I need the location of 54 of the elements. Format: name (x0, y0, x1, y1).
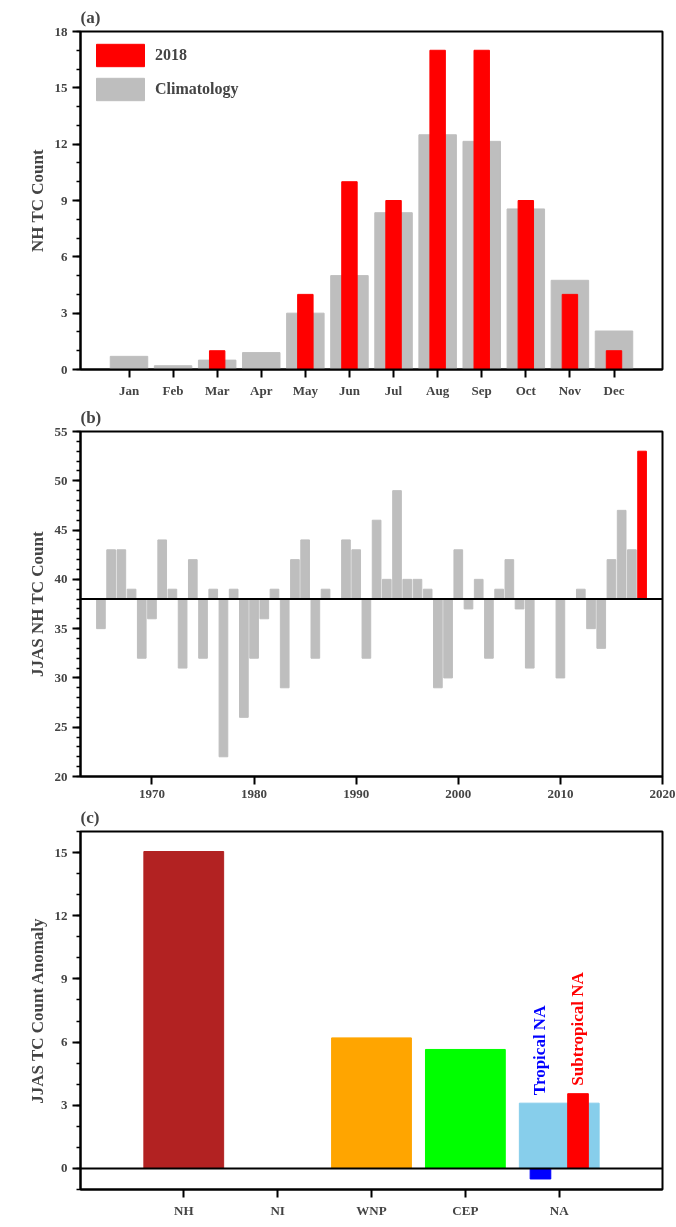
chart-title: (b) (80, 407, 102, 427)
y-tick-label: 15 (54, 844, 68, 860)
x-tick-label: Jun (338, 382, 361, 398)
y-tick-label: 6 (61, 248, 68, 264)
y-tick-label: 25 (54, 719, 68, 735)
x-tick-label: Apr (250, 382, 273, 398)
x-tick-label: NA (549, 1202, 570, 1218)
chart-title: (a) (80, 7, 101, 27)
chart-title: (c) (80, 807, 100, 827)
y-tick-label: 55 (54, 423, 68, 439)
y-tick-label: 45 (54, 522, 68, 538)
y-tick-label: 3 (61, 305, 68, 321)
y-tick-label: 9 (61, 970, 68, 986)
y-tick-label: 40 (54, 571, 68, 587)
x-tick-label: CEP (452, 1202, 479, 1218)
x-tick-label: Jan (118, 382, 140, 398)
x-tick-label: 1990 (343, 785, 370, 801)
y-tick-label: 30 (54, 669, 68, 685)
x-tick-label: Sep (471, 382, 492, 398)
x-tick-label: 2000 (445, 785, 472, 801)
y-tick-label: 18 (54, 23, 68, 39)
legend-label: Climatology (155, 80, 239, 98)
y-tick-label: 20 (54, 768, 68, 784)
x-tick-label: NI (270, 1202, 285, 1218)
x-tick-label: Mar (204, 382, 230, 398)
x-tick-label: 2020 (649, 785, 676, 801)
x-tick-label: Aug (426, 382, 450, 398)
y-tick-label: 50 (54, 472, 68, 488)
legend-label: 2018 (155, 46, 187, 64)
y-tick-label: 0 (61, 1160, 68, 1176)
x-tick-label: WNP (356, 1202, 387, 1218)
x-tick-label: Nov (558, 382, 582, 398)
y-tick-label: 12 (54, 136, 68, 152)
x-tick-label: Oct (515, 382, 537, 398)
text: Subtropical NA (568, 971, 588, 1086)
x-tick-label: Jul (384, 382, 403, 398)
x-tick-label: 1980 (241, 785, 268, 801)
y-axis-title: JJAS NH TC Count (27, 531, 47, 677)
y-axis-title: NH TC Count (27, 148, 47, 252)
y-tick-label: 9 (61, 192, 68, 208)
x-tick-label: Dec (603, 382, 625, 398)
y-axis-title: JJAS TC Count Anomaly (27, 917, 47, 1104)
text: Tropical NA (530, 1004, 550, 1096)
y-tick-label: 3 (61, 1097, 68, 1113)
x-tick-label: Feb (162, 382, 184, 398)
y-tick-label: 15 (54, 79, 68, 95)
y-tick-label: 35 (54, 620, 68, 636)
x-tick-label: 1970 (138, 785, 165, 801)
x-tick-label: May (292, 382, 319, 398)
x-tick-label: NH (174, 1202, 194, 1218)
y-tick-label: 6 (61, 1034, 68, 1050)
y-tick-label: 0 (61, 361, 68, 377)
y-tick-label: 12 (54, 907, 68, 923)
x-tick-label: 2010 (547, 785, 574, 801)
